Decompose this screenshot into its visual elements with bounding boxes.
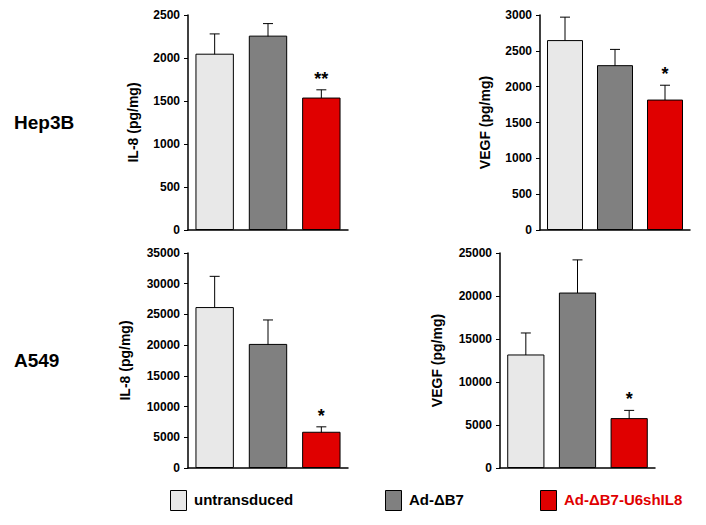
svg-text:5000: 5000 <box>465 418 492 432</box>
svg-text:500: 500 <box>512 187 532 201</box>
svg-text:2000: 2000 <box>153 51 180 65</box>
svg-text:IL-8 (pg/mg): IL-8 (pg/mg) <box>125 82 141 162</box>
svg-text:Ad-ΔB7: Ad-ΔB7 <box>409 491 464 508</box>
svg-text:*: * <box>661 64 668 84</box>
svg-text:*: * <box>318 406 325 426</box>
svg-text:Ad-ΔB7-U6shIL8: Ad-ΔB7-U6shIL8 <box>564 491 682 508</box>
svg-text:10000: 10000 <box>459 375 493 389</box>
svg-text:IL-8 (pg/mg): IL-8 (pg/mg) <box>117 320 133 400</box>
svg-text:25000: 25000 <box>459 246 493 260</box>
svg-text:35000: 35000 <box>147 246 181 260</box>
svg-text:VEGF (pg/mg): VEGF (pg/mg) <box>429 314 445 407</box>
svg-text:*: * <box>626 389 633 409</box>
svg-text:untransduced: untransduced <box>194 491 293 508</box>
svg-text:10000: 10000 <box>147 400 181 414</box>
svg-text:1500: 1500 <box>505 116 532 130</box>
svg-text:25000: 25000 <box>147 307 181 321</box>
svg-text:2500: 2500 <box>153 8 180 22</box>
svg-text:20000: 20000 <box>459 289 493 303</box>
svg-text:3000: 3000 <box>505 8 532 22</box>
svg-text:2000: 2000 <box>505 80 532 94</box>
svg-text:0: 0 <box>485 461 492 475</box>
svg-text:2500: 2500 <box>505 44 532 58</box>
svg-text:500: 500 <box>160 180 180 194</box>
svg-text:15000: 15000 <box>147 369 181 383</box>
svg-text:1500: 1500 <box>153 94 180 108</box>
svg-text:A549: A549 <box>14 350 59 371</box>
svg-text:Hep3B: Hep3B <box>14 112 74 133</box>
svg-text:0: 0 <box>525 223 532 237</box>
svg-text:0: 0 <box>173 461 180 475</box>
svg-text:0: 0 <box>173 223 180 237</box>
svg-text:15000: 15000 <box>459 332 493 346</box>
svg-text:VEGF (pg/mg): VEGF (pg/mg) <box>477 76 493 169</box>
svg-text:5000: 5000 <box>153 430 180 444</box>
svg-text:1000: 1000 <box>505 151 532 165</box>
svg-text:30000: 30000 <box>147 277 181 291</box>
svg-text:20000: 20000 <box>147 338 181 352</box>
svg-text:**: ** <box>314 69 328 89</box>
svg-text:1000: 1000 <box>153 137 180 151</box>
